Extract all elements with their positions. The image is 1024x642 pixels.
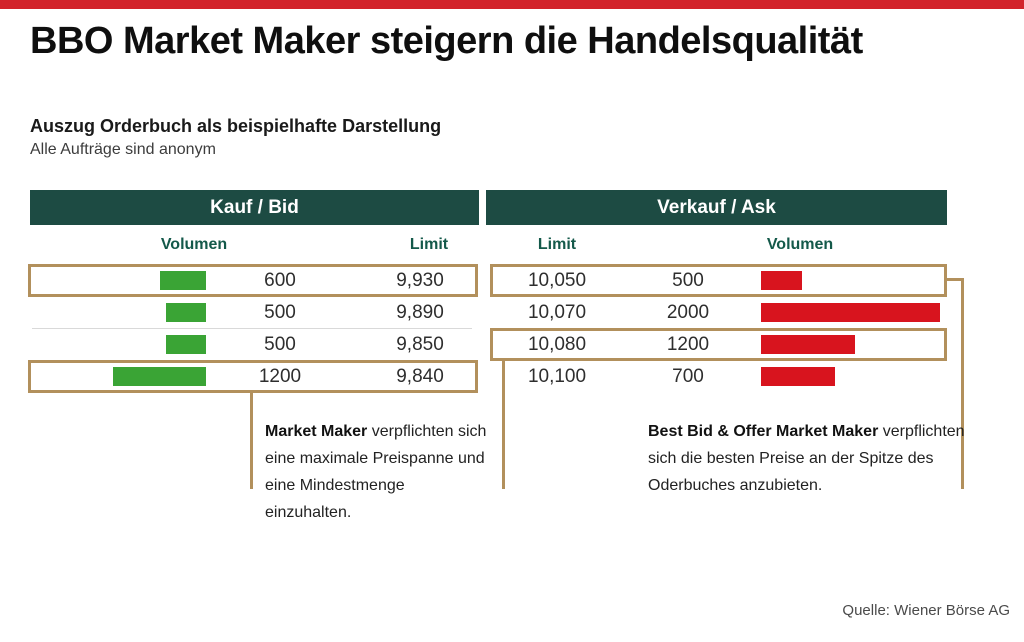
ask-volume-value: 2000 xyxy=(666,302,710,323)
annotation-line: sich die besten Preise an der Spitze des xyxy=(648,450,934,467)
bid-row-highlight-box xyxy=(28,264,478,297)
ask-row-highlight-box xyxy=(490,328,947,361)
ask-limit-value: 10,080 xyxy=(527,334,587,355)
top-accent-bar xyxy=(0,0,1024,9)
bid-volume-value: 1200 xyxy=(258,366,302,387)
ask-limit-value: 10,050 xyxy=(527,270,587,291)
ask-volume-bar xyxy=(761,303,940,322)
ask-volume-value: 500 xyxy=(672,270,704,291)
bbo-market-maker-annotation: Best Bid & Offer Market Maker verpflicht… xyxy=(648,418,978,499)
ask-panel-header: Verkauf / Ask xyxy=(486,190,947,225)
annotation-line: eine Mindestmenge einzuhalten. xyxy=(265,477,405,521)
bid-limit-column-header: Limit xyxy=(409,236,449,253)
bid-volume-bar xyxy=(166,335,206,354)
page-title: BBO Market Maker steigern die Handelsqua… xyxy=(30,20,863,62)
market-maker-annotation: Market Maker verpflichten sich eine maxi… xyxy=(265,418,495,526)
ask-limit-value: 10,100 xyxy=(527,366,587,387)
bid-limit-value: 9,850 xyxy=(396,334,444,355)
bid-limit-value: 9,930 xyxy=(396,270,444,291)
bid-volume-column-header: Volumen xyxy=(160,236,228,253)
connector-right-horizontal xyxy=(947,278,964,281)
annotation-line: Best Bid & Offer Market Maker verpflicht… xyxy=(648,418,978,445)
ask-volume-bar xyxy=(761,335,855,354)
bid-row-highlight-box xyxy=(28,360,478,393)
source-credit: Quelle: Wiener Börse AG xyxy=(842,602,1010,619)
ask-limit-column-header: Limit xyxy=(537,236,577,253)
bid-volume-bar xyxy=(166,303,206,322)
ask-volume-column-header: Volumen xyxy=(766,236,834,253)
ask-volume-value: 1200 xyxy=(666,334,710,355)
bid-limit-value: 9,890 xyxy=(396,302,444,323)
bid-row-separator xyxy=(32,328,472,329)
ask-volume-bar xyxy=(761,271,802,290)
annotation-bold-text: Market Maker xyxy=(265,423,368,440)
bid-volume-bar xyxy=(113,367,206,386)
bid-limit-value: 9,840 xyxy=(396,366,444,387)
annotation-text: verpflichten xyxy=(878,423,965,440)
bid-volume-value: 500 xyxy=(264,302,296,323)
bid-panel-header: Kauf / Bid xyxy=(30,190,479,225)
ask-volume-value: 700 xyxy=(672,366,704,387)
annotation-line: Market Maker verpflichten sich xyxy=(265,418,495,445)
ask-volume-bar xyxy=(761,367,835,386)
bid-volume-value: 500 xyxy=(264,334,296,355)
anonymity-note: Alle Aufträge sind anonym xyxy=(30,141,216,158)
ask-row-highlight-box xyxy=(490,264,947,297)
bid-volume-bar xyxy=(160,271,206,290)
ask-limit-value: 10,070 xyxy=(527,302,587,323)
annotation-line: Oderbuches anzubieten. xyxy=(648,477,823,494)
annotation-text: verpflichten sich xyxy=(367,423,487,440)
annotation-line: eine maximale Preispanne und xyxy=(265,450,485,467)
connector-right-vertical xyxy=(961,278,964,489)
chart-subtitle: Auszug Orderbuch als beispielhafte Darst… xyxy=(30,116,442,136)
bid-volume-value: 600 xyxy=(264,270,296,291)
annotation-bold-text: Best Bid & Offer Market Maker xyxy=(648,423,879,440)
connector-middle-vertical xyxy=(502,359,505,489)
connector-left-vertical xyxy=(250,393,253,489)
